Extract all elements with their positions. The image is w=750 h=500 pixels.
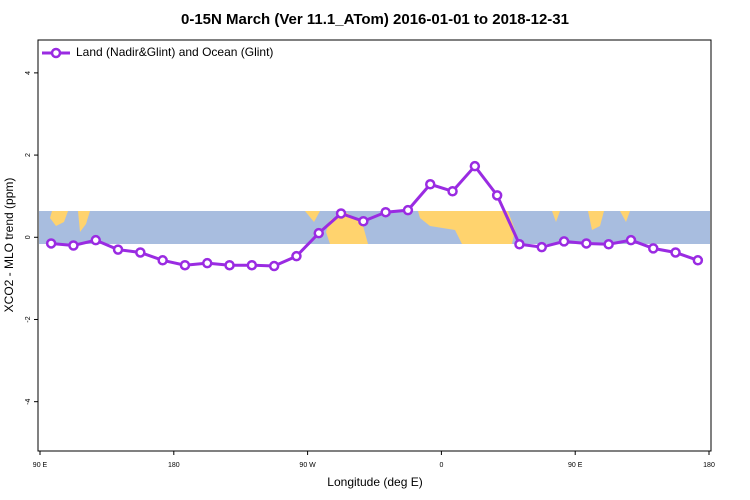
data-point — [246, 259, 258, 271]
map-land — [620, 211, 630, 222]
data-point — [402, 204, 414, 216]
data-point — [491, 190, 503, 201]
x-tick-label: 180 — [703, 462, 715, 469]
data-point — [135, 247, 146, 258]
chart-title: 0-15N March (Ver 11.1_ATom) 2016-01-01 t… — [181, 11, 569, 28]
x-tick-label: 90 E — [568, 462, 583, 469]
map-land — [418, 211, 515, 244]
data-point — [558, 236, 570, 247]
data-point — [692, 255, 704, 266]
x-tick-label: 90 W — [299, 462, 316, 469]
data-point — [45, 238, 57, 249]
data-point — [514, 239, 525, 250]
map-land — [305, 211, 320, 222]
y-tick-label: 0 — [25, 235, 32, 239]
data-point — [90, 234, 101, 246]
data-point — [380, 206, 391, 218]
data-point — [335, 208, 347, 219]
data-point — [425, 179, 436, 190]
data-point — [447, 185, 458, 197]
map-land — [78, 211, 90, 232]
data-point — [202, 257, 213, 269]
data-point — [469, 160, 481, 172]
y-tick-label: -4 — [25, 398, 32, 404]
legend: Land (Nadir&Glint) and Ocean (Glint) — [42, 45, 273, 59]
map-land — [50, 211, 68, 226]
data-point — [291, 250, 302, 262]
data-point — [648, 243, 659, 254]
data-point — [68, 240, 79, 251]
y-tick-label: -2 — [25, 316, 32, 322]
x-tick-label: 180 — [168, 462, 180, 469]
data-point — [603, 239, 614, 250]
data-point — [536, 241, 547, 253]
y-tick-label: 4 — [25, 71, 32, 75]
x-axis-label: Longitude (deg E) — [327, 475, 422, 489]
data-point — [581, 238, 592, 249]
data-point — [358, 216, 369, 227]
data-point — [224, 259, 235, 271]
plot-frame — [37, 39, 712, 452]
data-point — [625, 234, 637, 246]
data-point — [112, 244, 124, 255]
data-point — [179, 259, 191, 271]
legend-marker — [50, 47, 62, 59]
y-tick-label: 2 — [25, 153, 32, 157]
map-land — [552, 211, 560, 222]
data-point — [670, 247, 681, 258]
data-point — [268, 260, 280, 272]
data-point — [157, 255, 168, 266]
legend-label: Land (Nadir&Glint) and Ocean (Glint) — [76, 45, 273, 59]
map-land — [588, 211, 604, 230]
y-axis-label: XCO2 - MLO trend (ppm) — [2, 178, 16, 313]
x-tick-label: 0 — [439, 462, 443, 469]
data-point — [313, 227, 324, 239]
x-tick-label: 90 E — [33, 462, 48, 469]
